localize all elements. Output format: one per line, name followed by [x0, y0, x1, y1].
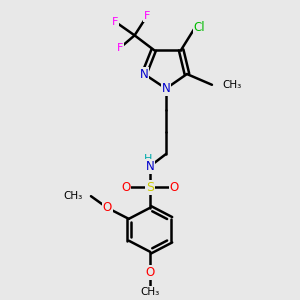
Text: F: F	[117, 43, 123, 53]
Text: N: N	[162, 82, 170, 95]
Text: N: N	[146, 160, 154, 173]
Text: O: O	[121, 181, 130, 194]
Text: O: O	[146, 266, 154, 279]
Text: Cl: Cl	[194, 21, 205, 34]
Text: S: S	[146, 181, 154, 194]
Text: F: F	[144, 11, 150, 21]
Text: CH₃: CH₃	[64, 191, 83, 201]
Text: O: O	[103, 201, 112, 214]
Text: CH₃: CH₃	[140, 287, 160, 297]
Text: F: F	[112, 17, 118, 27]
Text: CH₃: CH₃	[222, 80, 242, 90]
Text: N: N	[140, 68, 148, 80]
Text: O: O	[169, 181, 179, 194]
Text: H: H	[143, 154, 152, 164]
